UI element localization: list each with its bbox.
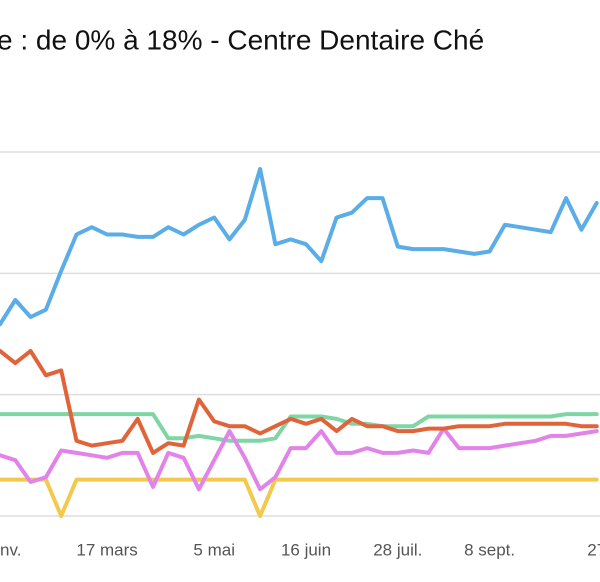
x-tick-label: 27 — [587, 540, 600, 559]
series-line — [0, 349, 599, 455]
x-tick-label: 5 mai — [193, 540, 235, 559]
series-line — [0, 426, 599, 492]
x-tick-label: 28 juil. — [373, 540, 422, 559]
x-tick-label: 16 juin — [281, 540, 331, 559]
series-line — [0, 167, 599, 327]
series-line — [0, 477, 599, 518]
series-line — [0, 412, 599, 443]
x-tick-label: 17 mars — [76, 540, 137, 559]
chart-title: e : de 0% à 18% - Centre Dentaire Ché — [0, 24, 484, 55]
x-tick-label: nv. — [0, 540, 21, 559]
x-tick-label: 8 sept. — [464, 540, 515, 559]
